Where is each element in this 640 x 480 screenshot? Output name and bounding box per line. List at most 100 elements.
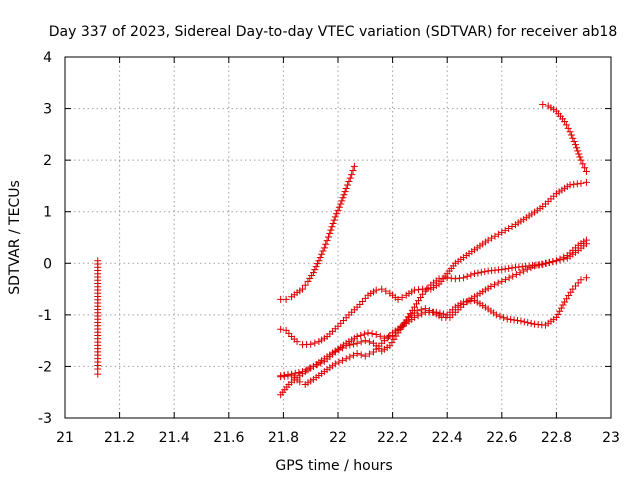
data-point [541,259,549,267]
data-point [577,179,585,187]
data-point [435,275,443,283]
x-tick-label: 21.4 [159,430,190,446]
data-point [308,271,316,279]
data-point [560,255,568,263]
data-point [342,185,350,193]
data-point [573,180,581,188]
data-point [498,265,506,273]
data-point [491,232,499,240]
data-point [337,200,345,208]
x-tick-label: 22.2 [377,430,408,446]
data-point [326,229,334,237]
data-point [311,339,319,347]
data-point [330,216,338,224]
data-point [463,297,471,305]
data-point [579,160,587,168]
data-point [323,237,331,245]
data-point [577,276,585,284]
data-point [524,319,532,327]
data-point [385,333,393,341]
data-point [415,286,423,294]
data-point [314,260,322,268]
data-point [307,340,315,348]
data-point [282,295,290,303]
data-point [500,314,508,322]
data-point [570,180,578,188]
data-point [331,360,339,368]
data-point [357,331,365,339]
x-tick-label: 22.8 [541,430,572,446]
data-point [494,279,502,287]
data-point [432,308,440,316]
data-point [410,313,418,321]
data-point [570,137,578,145]
data-point [492,311,500,319]
data-point [460,274,468,282]
data-point [331,213,339,221]
data-point [567,131,575,139]
data-point [556,307,564,315]
data-point [508,264,516,272]
data-point [510,316,518,324]
data-point [557,304,565,312]
x-tick-label: 21.2 [104,430,135,446]
data-point [345,178,353,186]
data-point [361,337,369,345]
axis-ticks: 21 21.2 21.4 21.6 21.8 22 22.2 22.4 22.6 22.8 23-3… [38,50,620,446]
data-point [577,156,585,164]
data-point [346,341,354,349]
data-point [494,230,502,238]
data-point [501,276,509,284]
data-point [353,350,361,358]
data-point [501,265,509,273]
data-point [398,293,406,301]
data-point [357,351,365,359]
data-point [509,272,517,280]
data-point [566,128,574,136]
data-point [582,178,590,186]
data-point [467,297,475,305]
x-tick-label: 23 [602,430,620,446]
data-point [277,325,285,333]
data-point [301,281,309,289]
y-tick-label: 1 [43,205,52,221]
y-tick-label: 3 [43,102,52,118]
data-point [477,268,485,276]
data-point [561,117,569,125]
data-point [581,164,589,172]
data-point [350,162,358,170]
data-point [451,275,459,283]
data-point [538,260,546,268]
x-tick-label: 22 [329,430,347,446]
y-tick-label: -1 [38,308,52,324]
data-point [467,271,475,279]
data-point [318,250,326,258]
y-tick-label: 4 [43,50,52,66]
data-point [520,267,528,275]
data-point [341,188,349,196]
x-axis-label: GPS time / hours [275,458,392,474]
data-point [439,274,447,282]
data-point [394,295,402,303]
data-point [346,353,354,361]
data-point [498,228,506,236]
data-point [328,223,336,231]
data-point [353,339,361,347]
data-point [505,224,513,232]
data-point [505,274,513,282]
data-point [304,277,312,285]
data-point [572,141,580,149]
data-point [327,226,335,234]
x-tick-label: 21 [56,430,74,446]
data-point [291,369,299,377]
series-steep-rise [277,162,358,303]
data-point [508,223,516,231]
data-point [573,144,581,152]
data-point [552,313,560,321]
data-point [306,274,314,282]
plot-frame [64,56,612,419]
data-point [582,240,590,248]
data-point [322,240,330,248]
data-point [299,285,307,293]
series-lower-hump [277,274,590,388]
